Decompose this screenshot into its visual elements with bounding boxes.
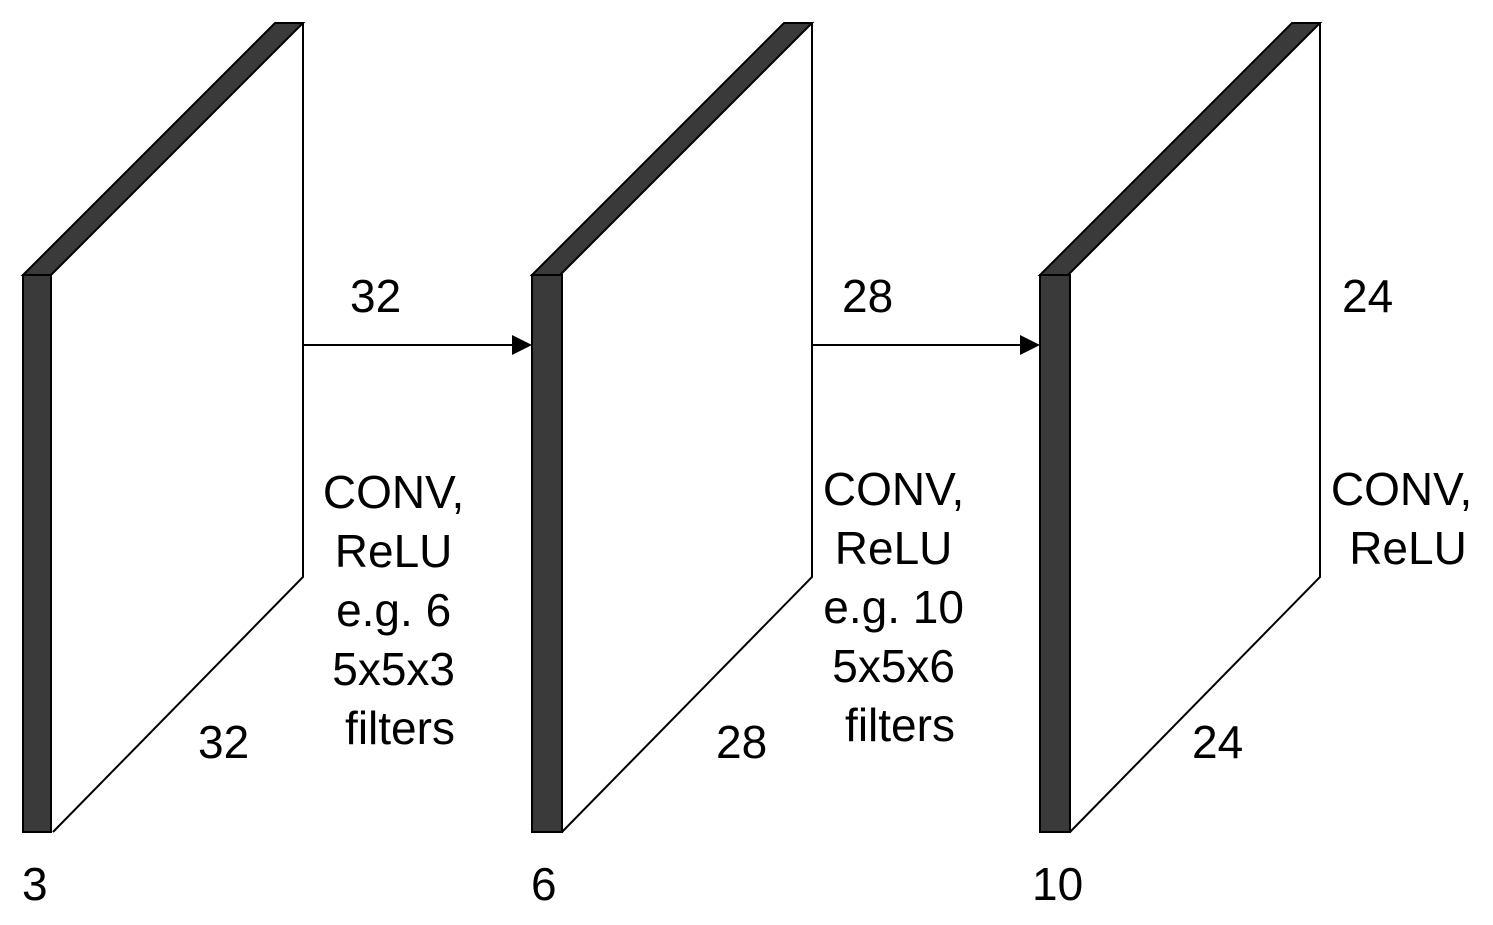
arrow-2-head — [1020, 335, 1040, 355]
operation-1-label: CONV, ReLU e.g. 6 5x5x3 filters — [323, 466, 477, 754]
operation-2-label: CONV, ReLU e.g. 10 5x5x6 filters — [823, 463, 977, 751]
volume-1-front-face — [22, 274, 52, 833]
volume-1-outline — [52, 23, 304, 833]
volume-2-front-face — [531, 274, 563, 833]
operation-2-line: e.g. 10 — [823, 581, 964, 633]
volume-3-width-label: 24 — [1192, 716, 1243, 768]
volume-3-height-label: 24 — [1342, 270, 1393, 322]
volume-2-height-label: 28 — [842, 270, 893, 322]
volume-2-width-label: 28 — [716, 716, 767, 768]
operation-1-line: e.g. 6 — [336, 584, 451, 636]
operation-1-line: ReLU — [335, 525, 453, 577]
volume-1-height-label: 32 — [350, 270, 401, 322]
operation-3-label: CONV, ReLU — [1331, 463, 1485, 574]
volume-2-top-face — [529, 22, 815, 276]
operation-2-line: CONV, — [823, 463, 964, 515]
volume-2: 28 28 6 — [529, 22, 893, 910]
volume-1-top-face — [20, 22, 306, 276]
volume-3: 24 24 10 — [1032, 22, 1393, 910]
operation-1-line: 5x5x3 — [332, 643, 455, 695]
operation-3-line: ReLU — [1349, 522, 1467, 574]
operation-1-line: filters — [345, 702, 455, 754]
operation-2-line: filters — [845, 699, 955, 751]
arrow-1 — [303, 335, 532, 355]
volume-3-depth-label: 10 — [1032, 858, 1083, 910]
volume-2-depth-label: 6 — [531, 858, 557, 910]
arrow-1-head — [512, 335, 532, 355]
operation-3-line: CONV, — [1331, 463, 1472, 515]
operation-1-line: CONV, — [323, 466, 464, 518]
operation-2-line: 5x5x6 — [832, 640, 955, 692]
volume-1-width-label: 32 — [198, 716, 249, 768]
volume-1-depth-label: 3 — [22, 858, 48, 910]
volume-3-top-face — [1037, 22, 1323, 276]
arrow-2 — [812, 335, 1040, 355]
volume-1: 32 32 3 — [20, 22, 401, 910]
volume-3-outline — [1069, 23, 1321, 833]
volume-3-front-face — [1039, 274, 1071, 833]
operation-2-line: ReLU — [835, 522, 953, 574]
volume-2-outline — [561, 23, 813, 833]
